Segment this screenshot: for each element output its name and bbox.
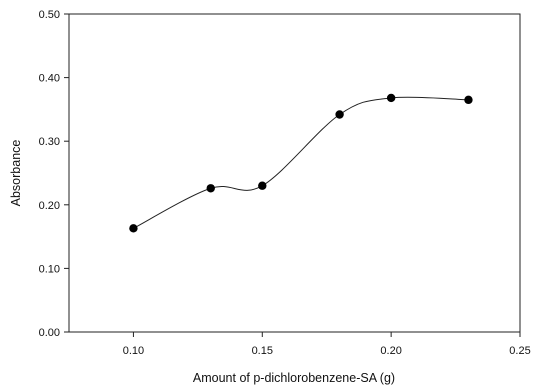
x-tick-label: 0.15 [252, 345, 273, 357]
x-tick-label: 0.25 [509, 345, 530, 357]
data-point [206, 184, 215, 193]
tick-group: 0.10 0.15 0.20 0.25 0.00 0.10 0.20 0.30 0.40 0.50 [39, 9, 531, 357]
plot-frame-group [68, 13, 521, 333]
series-line [133, 96, 469, 229]
y-tick-label: 0.40 [39, 73, 60, 85]
y-tick-label: 0.00 [39, 327, 60, 339]
y-tick-label: 0.30 [39, 136, 60, 148]
y-axis-label: Absorbance [9, 140, 23, 207]
plot-frame [68, 13, 521, 333]
data-point [335, 110, 344, 119]
y-tick-label: 0.20 [39, 200, 60, 212]
data-point [386, 93, 396, 103]
series-line-group [133, 96, 469, 229]
x-tick-label: 0.10 [123, 345, 144, 357]
data-point [129, 224, 138, 233]
y-tick-label: 0.10 [39, 263, 60, 275]
data-point-group [129, 93, 473, 233]
x-tick-label: 0.20 [380, 345, 401, 357]
y-tick-label: 0.50 [39, 9, 60, 21]
data-point [464, 95, 473, 105]
data-point [258, 181, 267, 190]
x-axis-label: Amount of p-dichlorobenzene-SA (g) [193, 371, 395, 385]
